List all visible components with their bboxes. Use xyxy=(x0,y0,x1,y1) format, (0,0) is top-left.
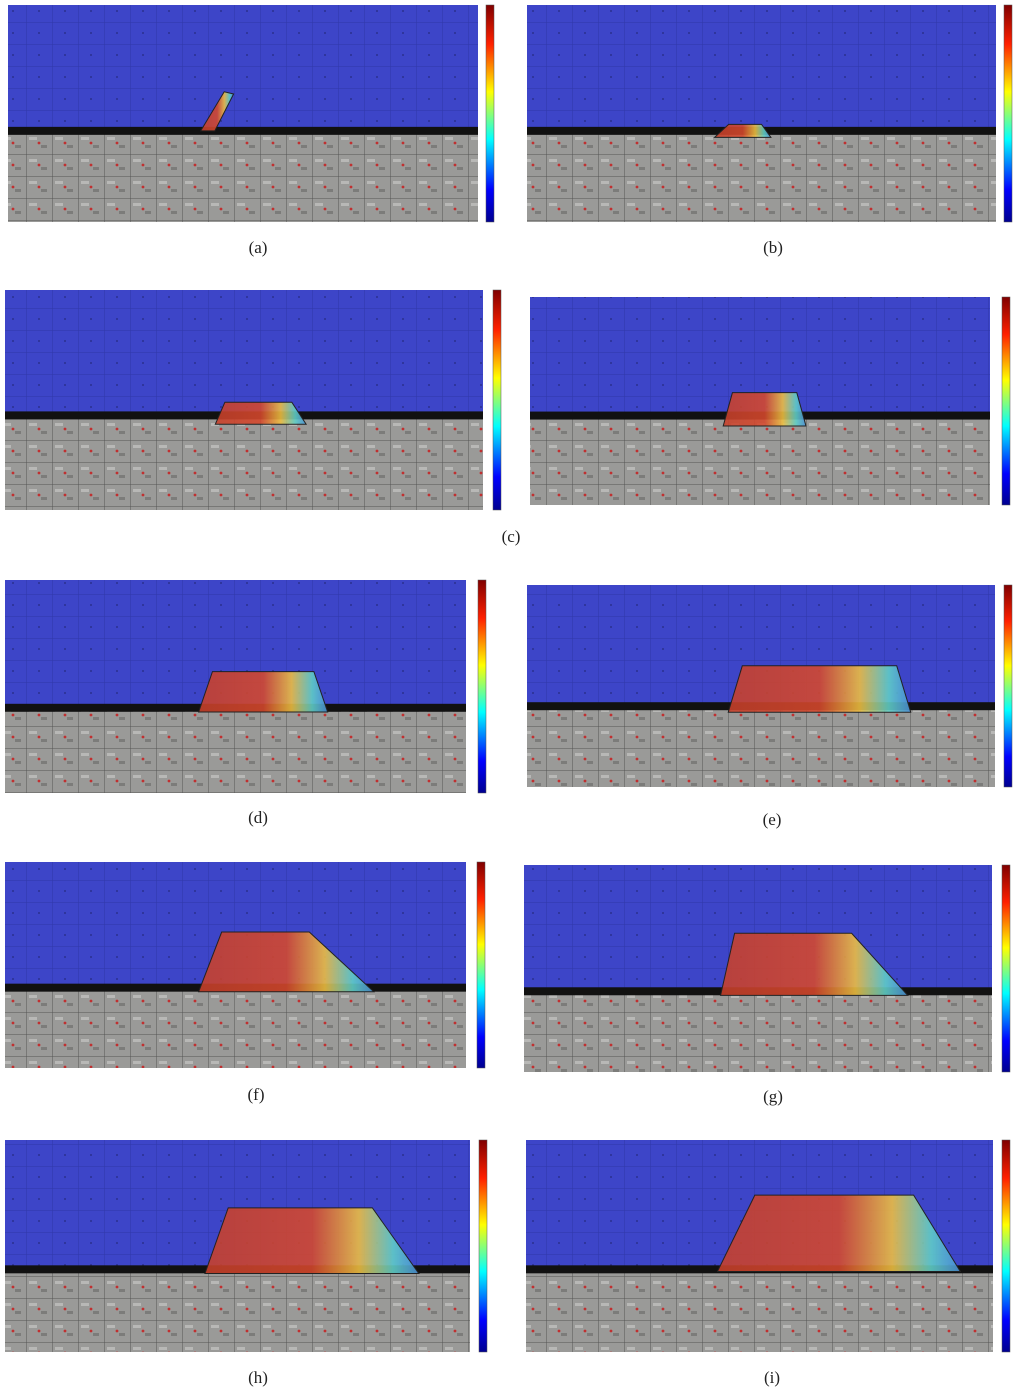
caption: (a) xyxy=(248,238,268,257)
caption: (i) xyxy=(763,1368,781,1387)
soil-region xyxy=(8,130,478,222)
failure-zone xyxy=(716,1194,962,1272)
dic-panel xyxy=(527,584,1013,788)
soil-region xyxy=(5,987,466,1068)
caption: (c) xyxy=(501,527,521,546)
panels xyxy=(5,4,1013,1353)
displacement-field xyxy=(8,5,478,131)
caption: (f) xyxy=(247,1085,265,1104)
soil-region xyxy=(527,130,996,222)
dic-panel xyxy=(527,4,1013,223)
dic-panel xyxy=(5,579,487,794)
dic-panel xyxy=(5,1139,488,1353)
failure-zone xyxy=(199,91,235,132)
failure-zone xyxy=(719,932,909,996)
colorbar xyxy=(492,289,502,511)
dic-panel xyxy=(526,1139,1011,1353)
dic-panel xyxy=(5,861,486,1069)
colorbar xyxy=(477,579,487,794)
displacement-field xyxy=(527,5,996,131)
dic-panel xyxy=(5,289,502,511)
colorbar xyxy=(1001,296,1011,506)
colorbar xyxy=(478,1139,488,1353)
dic-panel xyxy=(524,864,1011,1073)
soil-region xyxy=(526,1269,993,1352)
failure-zone xyxy=(722,392,807,427)
failure-zone xyxy=(197,671,329,713)
caption: (h) xyxy=(248,1368,268,1387)
soil-region xyxy=(530,415,990,505)
interface-layer xyxy=(8,126,478,135)
colorbar xyxy=(1003,584,1013,788)
caption: (e) xyxy=(762,810,782,829)
failure-zone xyxy=(197,931,376,993)
caption: (g) xyxy=(763,1087,783,1106)
caption: (b) xyxy=(763,238,783,257)
colorbar xyxy=(1001,1139,1011,1353)
failure-zone xyxy=(214,401,308,425)
colorbar xyxy=(485,4,495,223)
caption: (d) xyxy=(248,808,268,827)
displacement-field xyxy=(5,290,483,416)
failure-zone xyxy=(204,1207,420,1275)
colorbar xyxy=(1001,864,1011,1073)
soil-region xyxy=(527,706,995,787)
colorbar xyxy=(1003,4,1013,223)
dic-panel xyxy=(8,4,495,223)
dic-panel xyxy=(530,296,1011,506)
soil-region xyxy=(5,415,483,510)
soil-region xyxy=(5,707,466,793)
colorbar xyxy=(476,861,486,1069)
soil-region xyxy=(524,991,992,1072)
soil-region xyxy=(5,1269,470,1352)
failure-zone xyxy=(727,665,912,713)
failure-zone xyxy=(713,123,772,138)
